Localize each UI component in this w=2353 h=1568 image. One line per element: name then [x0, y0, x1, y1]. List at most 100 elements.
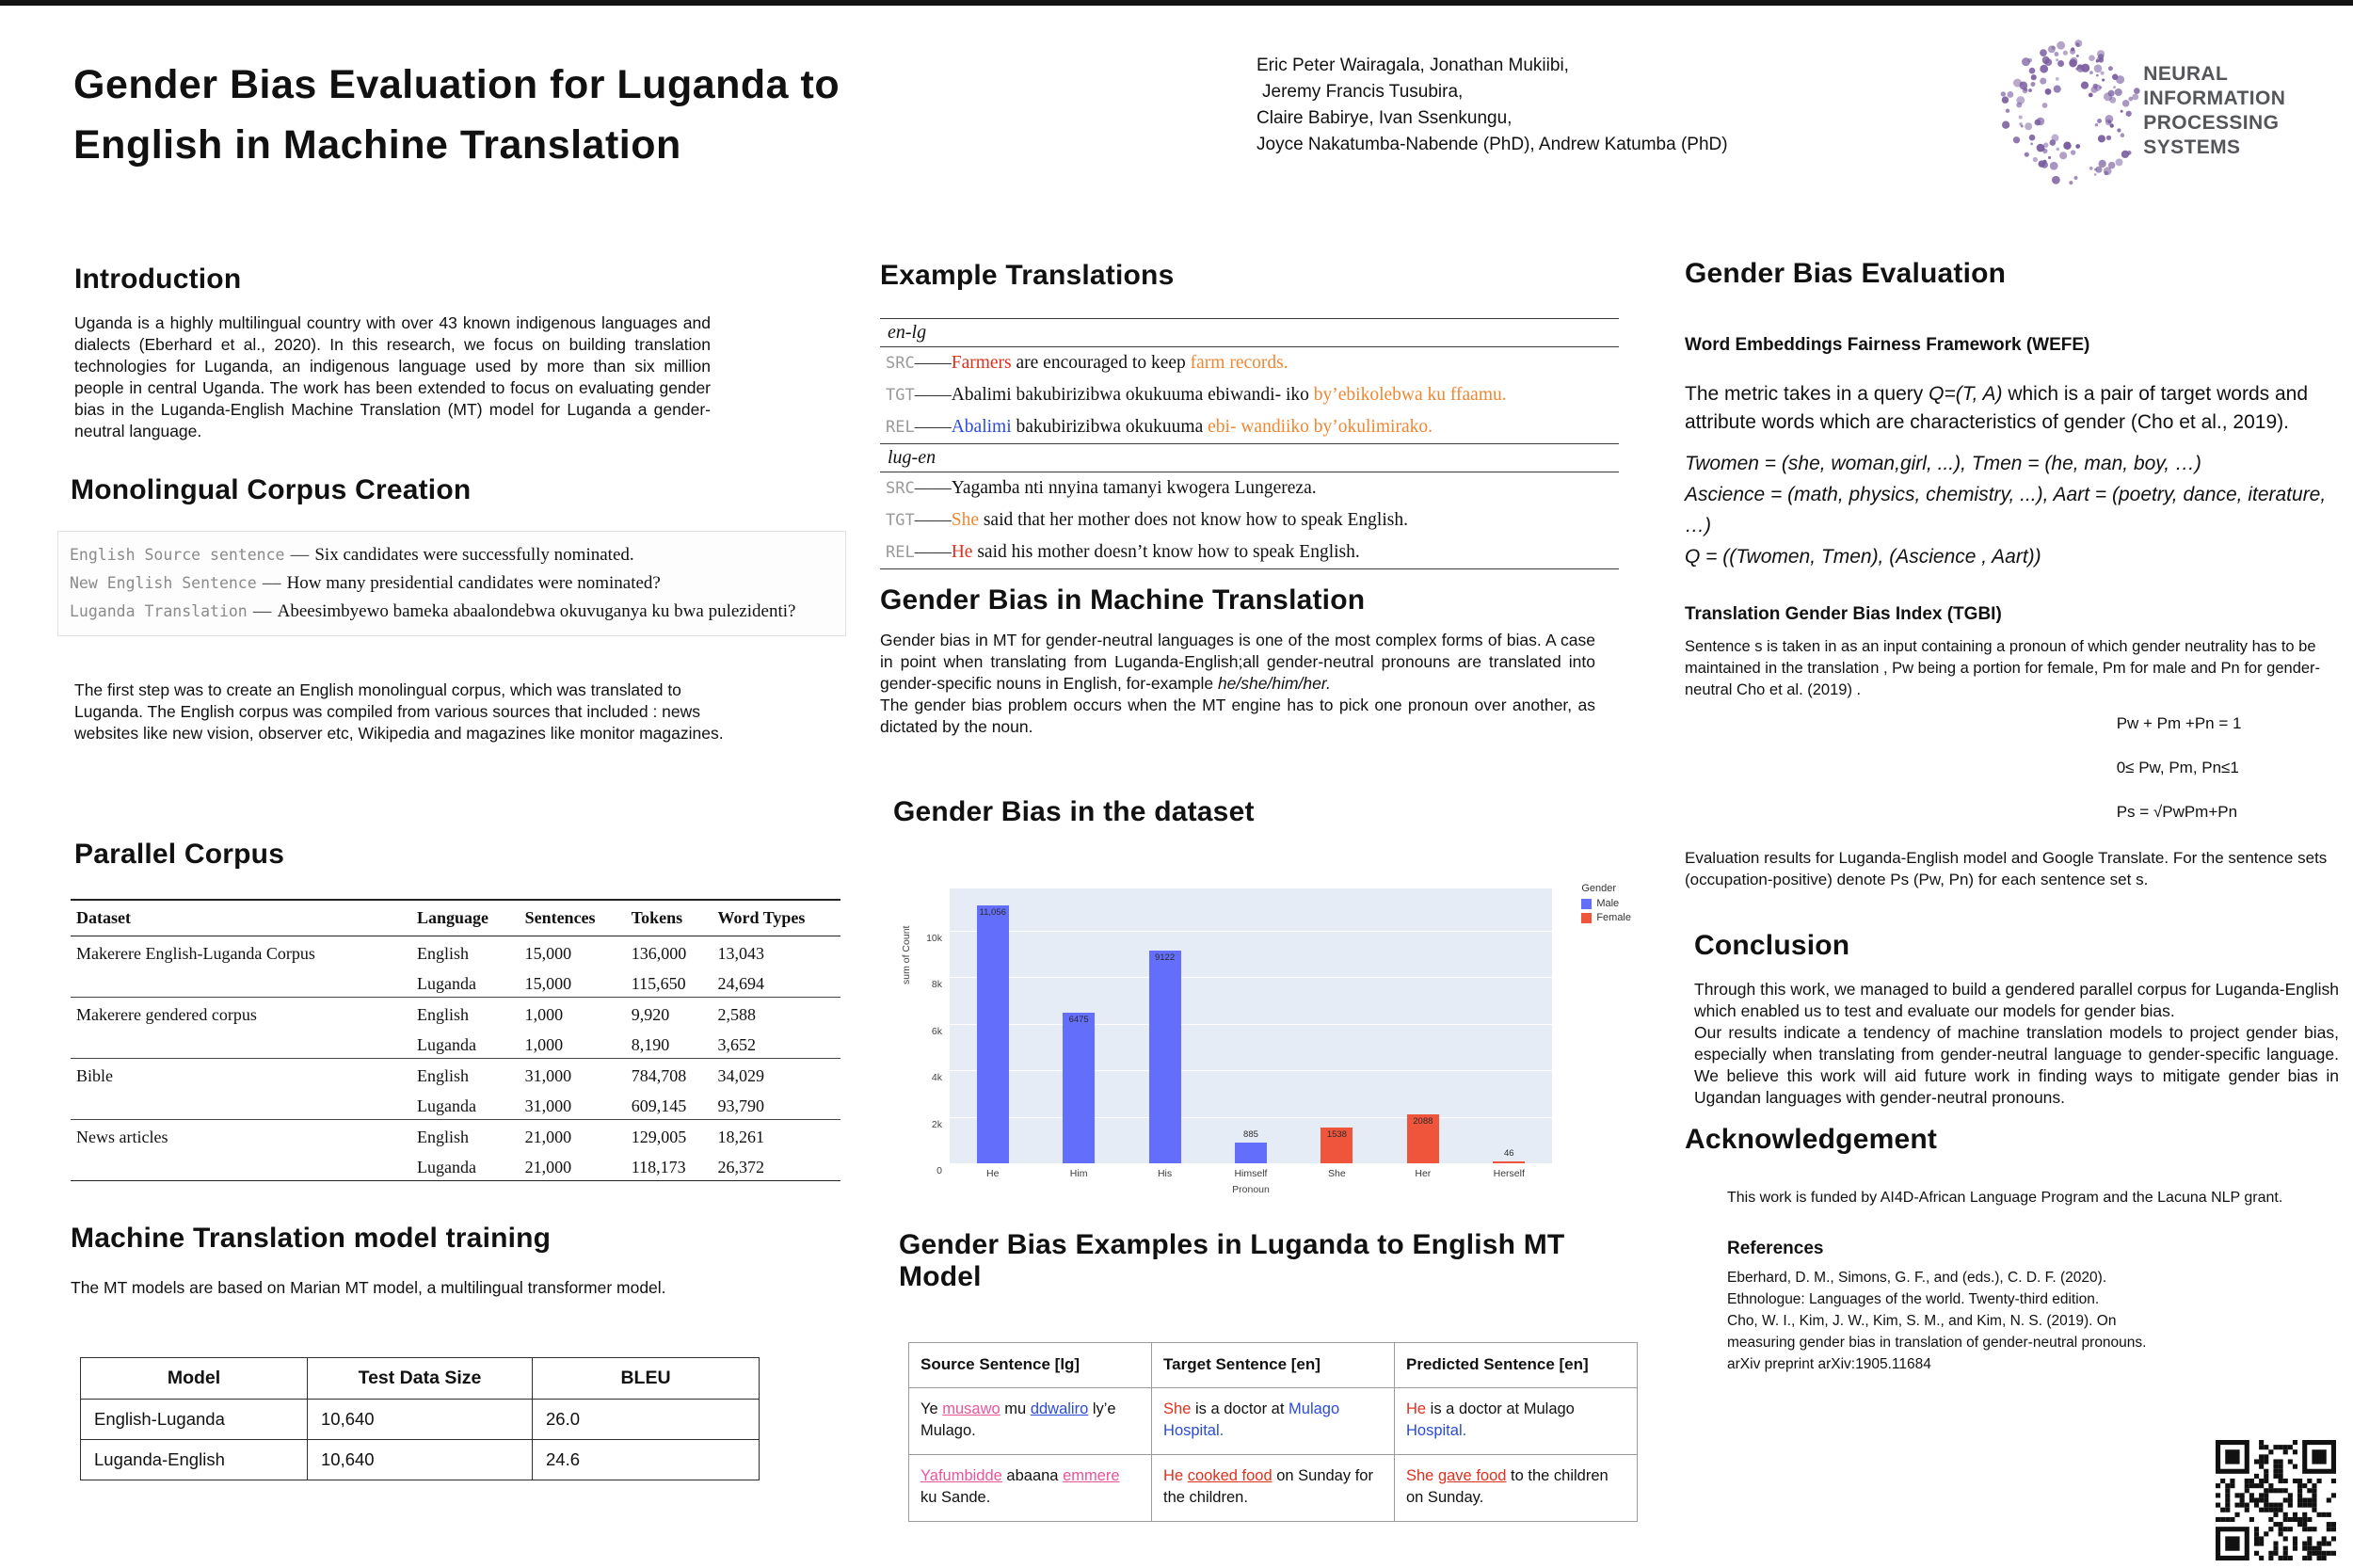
text: said his mother doesn’t know how to spea… — [972, 542, 1360, 562]
text: which is a pair of target words and attr… — [1685, 383, 2308, 433]
cell: 609,145 — [631, 1096, 687, 1115]
bar-slot: 2088 Her — [1380, 888, 1465, 1179]
section-heading-mt-training: Machine Translation model training — [71, 1223, 552, 1254]
cell: 31,000 — [524, 1066, 572, 1085]
table-header-row: Dataset Language Sentences Tokens Word T… — [71, 900, 840, 936]
bar-her — [1406, 1114, 1439, 1163]
pronoun: She — [1163, 1400, 1192, 1417]
cell-predicted: She gave food to the children on Sunday. — [1394, 1454, 1638, 1522]
translation-line-rel: REL——He said his mother doesn’t know how… — [880, 536, 1619, 568]
direction-label-en-lg: en-lg — [888, 322, 927, 343]
code-label: English Source sentence — [70, 546, 285, 564]
line-label: SRC — [886, 354, 915, 373]
cell-target: He cooked food on Sunday for the childre… — [1151, 1454, 1395, 1522]
section-heading-acknowledgement: Acknowledgement — [1685, 1124, 1938, 1155]
subheading-references: References — [1727, 1239, 1824, 1258]
section-heading-parallel-corpus: Parallel Corpus — [74, 839, 285, 870]
highlighted-word: Farmers — [951, 353, 1012, 373]
cell: Luganda-English — [80, 1439, 308, 1480]
cell: 31,000 — [524, 1096, 572, 1115]
bar-value-label: 885 — [1243, 1129, 1258, 1140]
subheading-tgbi: Translation Gender Bias Index (TGBI) — [1685, 604, 2002, 624]
cell: 2,588 — [717, 1005, 757, 1024]
cell-empty — [71, 1150, 411, 1181]
code-line: New English Sentence —— How many president… — [70, 569, 834, 598]
bar-his — [1148, 951, 1181, 1163]
bar-value-label: 1538 — [1326, 1129, 1347, 1140]
cell: 136,000 — [631, 944, 687, 963]
right-column: Gender Bias Evaluation Word Embeddings F… — [1685, 247, 2339, 1375]
mt-examples-table: Source Sentence [lg] Target Sentence [en… — [907, 1342, 1638, 1522]
code-line: Luganda Translation —— Abeesimbyewo bameka… — [70, 598, 834, 626]
code-text: Six candidates were successfully nominat… — [314, 545, 634, 565]
text: Ye — [920, 1400, 943, 1417]
bar-slot: 6475 Him — [1035, 888, 1121, 1179]
example-translations-block: en-lg SRC——Farmers are encouraged to kee… — [880, 318, 1619, 569]
cell: 21,000 — [524, 1128, 572, 1146]
x-tick-label: She — [1328, 1168, 1346, 1179]
cell: 15,000 — [524, 944, 572, 963]
code-text: Abeesimbyewo bameka abaalondebwa okuvuga… — [277, 601, 796, 621]
section-heading-gender-bias-evaluation: Gender Bias Evaluation — [1685, 258, 2007, 289]
table-row: Makerere gendered corpus English 1,000 9… — [71, 998, 840, 1029]
text: on Sunday for the children. — [1163, 1467, 1373, 1506]
cell-dataset: Makerere English-Luganda Corpus — [76, 944, 315, 963]
table-row: Yafumbidde abaana emmere ku Sande. He co… — [907, 1454, 1638, 1522]
cell: English — [417, 944, 470, 963]
cell: 24.6 — [532, 1439, 760, 1480]
translation-line-src: SRC——Farmers are encouraged to keep farm… — [880, 347, 1619, 379]
cell: 24,694 — [717, 974, 765, 993]
x-tick-label: His — [1157, 1168, 1173, 1179]
column-header: Predicted Sentence [en] — [1394, 1342, 1638, 1388]
gridline — [950, 1163, 1552, 1164]
table-header-row: Model Test Data Size BLEU — [80, 1357, 760, 1400]
mt-training-paragraph: The MT models are based on Marian MT mod… — [71, 1278, 666, 1297]
text: are encouraged to keep — [1011, 353, 1191, 373]
formula: Pw + Pm +Pn = 1 — [2116, 714, 2242, 732]
highlighted-word: Mulago Hospital. — [1163, 1400, 1340, 1439]
author-line: Joyce Nakatumba-Nabende (PhD), Andrew Ka… — [1257, 135, 1728, 154]
highlighted-word: Yafumbidde — [920, 1467, 1002, 1484]
neurips-logo: NEURAL INFORMATION PROCESSING SYSTEMS — [1995, 26, 2353, 196]
rule — [880, 346, 1619, 347]
x-tick-label: Him — [1069, 1168, 1088, 1179]
table-group: Bible English 31,000 784,708 34,029 Luga… — [71, 1059, 840, 1120]
bar-he — [976, 905, 1009, 1163]
bar-slot: 9122 His — [1122, 888, 1208, 1179]
highlighted-word: Abalimi — [951, 417, 1012, 437]
cell: 9,920 — [631, 1005, 670, 1024]
cell: 26.0 — [532, 1399, 760, 1440]
highlighted-word: She — [951, 510, 979, 530]
highlighted-word: ddwaliro — [1030, 1400, 1089, 1417]
direction-label-lug-en: lug-en — [888, 447, 936, 468]
bar-slot: 885 Himself — [1208, 888, 1293, 1179]
section-heading-conclusion: Conclusion — [1694, 930, 1850, 961]
dash: —— — [252, 602, 272, 620]
rule — [880, 318, 1619, 319]
table-row: Bible English 31,000 784,708 34,029 — [71, 1059, 840, 1090]
table-row: Ye musawo mu ddwaliro ly’e Mulago. She i… — [907, 1387, 1638, 1455]
section-heading-dataset-bias: Gender Bias in the dataset — [893, 796, 1255, 827]
section-heading-monolingual-corpus: Monolingual Corpus Creation — [71, 474, 472, 505]
cell: English-Luganda — [80, 1399, 308, 1440]
cell-empty — [71, 967, 411, 998]
legend-items: Male Female — [1581, 898, 1631, 923]
pronoun-examples: he/she/him/her. — [1217, 674, 1331, 693]
dash: —— — [262, 574, 281, 592]
title-line-1: Gender Bias Evaluation for Luganda to — [73, 62, 840, 107]
bar-value-label: 11,056 — [979, 907, 1006, 918]
bar-she — [1321, 1128, 1353, 1163]
table-group: Makerere English-Luganda Corpus English … — [71, 936, 840, 998]
definition-line: Q = ((Twomen, Tmen), (Ascience , Aart)) — [1685, 546, 2041, 568]
cell: 10,640 — [307, 1439, 533, 1480]
introduction-paragraph: Uganda is a highly multilingual country … — [74, 313, 711, 440]
translation-line-src: SRC——Yagamba nti nnyina tamanyi kwogera … — [880, 472, 1619, 504]
cell: 118,173 — [631, 1158, 686, 1176]
highlighted-word: emmere — [1063, 1467, 1120, 1484]
y-tick-label: 10k — [926, 932, 942, 944]
translation-line-tgt: TGT——Abalimi bakubirizibwa okukuuma ebiw… — [880, 379, 1619, 411]
bar-slot: 11,056 He — [950, 888, 1035, 1179]
gender-bias-dataset-chart: sum of Count 0 2k 4k 6k 8k 10k 11,056 He 6475 Hi… — [901, 881, 1631, 1210]
code-label: Luganda Translation — [70, 602, 248, 620]
bleu-table: Model Test Data Size BLEU English-Lugand… — [80, 1357, 760, 1480]
